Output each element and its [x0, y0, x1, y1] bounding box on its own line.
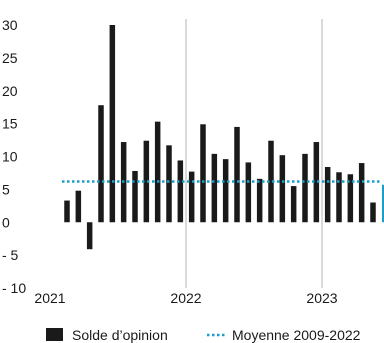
bar-2021-09 [143, 140, 150, 223]
y-tick-label: 15 [2, 116, 18, 132]
bar-2021-10 [154, 121, 161, 223]
y-tick-label: 0 [2, 214, 10, 230]
legend-bars-label: Solde d’opinion [72, 327, 168, 343]
bar-2022-09 [279, 155, 286, 223]
bar-2022-10 [290, 186, 297, 223]
legend: Solde d’opinion Moyenne 2009-2022 [46, 327, 361, 343]
bar-2022-01 [188, 171, 195, 223]
bar-2021-04 [86, 222, 93, 250]
legend-bar-swatch [46, 328, 63, 341]
x-tick-label: 2022 [170, 290, 201, 306]
y-tick-label: - 10 [2, 280, 26, 296]
y-tick-label: 30 [2, 17, 18, 33]
y-axis: 30 25 20 15 10 5 0 - 5 - 10 [2, 17, 26, 296]
bar-2022-06 [245, 162, 252, 223]
bar-2021-11 [166, 145, 172, 223]
bar-2021-08 [132, 170, 138, 223]
y-tick-label: 5 [2, 181, 10, 197]
bar-2021-12 [177, 160, 184, 223]
y-tick-label: 25 [2, 50, 18, 66]
bar-2023-04 [358, 163, 365, 223]
bar-2022-12 [313, 142, 320, 223]
y-tick-label: 20 [2, 83, 18, 99]
bar-2022-04 [222, 159, 229, 223]
bar-2023-05 [370, 202, 376, 223]
bar-2021-03 [75, 190, 82, 223]
y-tick-label: 10 [2, 149, 18, 165]
x-axis: 2021 2022 2023 [34, 290, 337, 306]
bar-2021-06 [109, 25, 116, 223]
bar-2022-03 [211, 153, 218, 223]
legend-average-label: Moyenne 2009-2022 [232, 327, 361, 343]
bar-2022-07 [256, 178, 263, 223]
bar-2022-08 [268, 140, 274, 223]
bar-2023-03 [347, 174, 354, 223]
bar-2021-05 [98, 105, 104, 223]
y-tick-label: - 5 [2, 247, 19, 263]
bars [64, 25, 384, 250]
bar-2021-02 [64, 200, 70, 223]
bar-2023-06 [382, 184, 384, 223]
grid-lines [185, 19, 323, 288]
bar-2022-11 [302, 153, 308, 223]
bar-2022-05 [234, 126, 240, 223]
bar-2022-02 [200, 124, 206, 223]
x-tick-label: 2023 [306, 290, 337, 306]
bar-2023-01 [324, 167, 331, 223]
bar-2023-02 [336, 172, 342, 223]
x-tick-label: 2021 [34, 290, 65, 306]
